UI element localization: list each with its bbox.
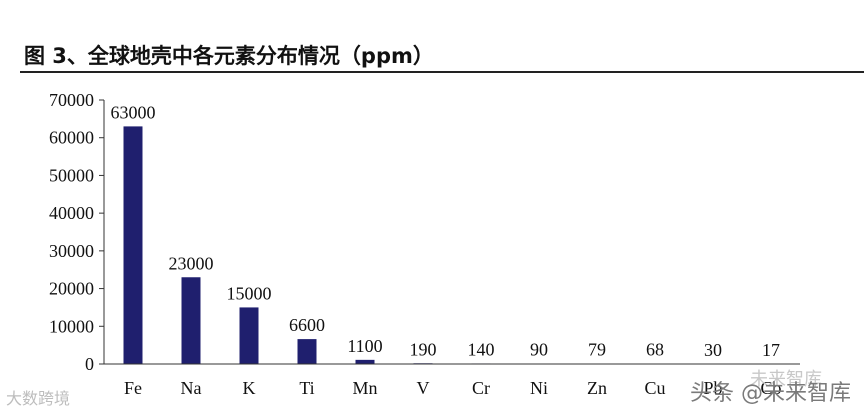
x-tick-label-fe: Fe	[124, 378, 142, 398]
data-label-zn: 79	[588, 340, 606, 360]
y-tick-label: 50000	[49, 165, 94, 185]
y-tick-label: 60000	[49, 128, 94, 148]
x-tick-label-mn: Mn	[352, 378, 377, 398]
x-tick-label-co: Co	[760, 378, 781, 398]
x-tick-label-cr: Cr	[472, 378, 490, 398]
watermark-left: 大数跨境	[6, 389, 71, 408]
data-label-ni: 90	[530, 340, 548, 360]
data-label-ti: 6600	[289, 315, 325, 335]
x-tick-label-na: Na	[181, 378, 202, 398]
x-tick-label-pb: Pb	[703, 378, 722, 398]
y-tick-label: 70000	[49, 90, 94, 110]
x-tick-label-v: V	[417, 378, 430, 398]
data-label-mn: 1100	[347, 336, 382, 356]
x-tick-label-zn: Zn	[587, 378, 607, 398]
data-label-cr: 140	[468, 339, 495, 359]
data-label-na: 23000	[169, 253, 214, 273]
data-label-co: 17	[762, 340, 780, 360]
watermark-right: 头条 @未来智库	[690, 381, 851, 406]
y-tick-label: 10000	[49, 316, 94, 336]
bar-k	[239, 307, 259, 364]
x-tick-label-cu: Cu	[644, 378, 665, 398]
figure-title: 图 3、全球地壳中各元素分布情况（ppm）	[24, 44, 434, 68]
y-axis-group: 0 10000 20000 30000 40000 50000 60000 70000	[49, 90, 105, 374]
y-tick-label: 40000	[49, 203, 94, 223]
bar-fe	[123, 126, 143, 365]
y-tick-label: 0	[85, 354, 94, 374]
data-label-pb: 30	[704, 340, 722, 360]
title-underline	[20, 71, 864, 73]
bars-group: 63000 23000 15000 6600 1100 190 140 90 79 68 30 17	[111, 102, 781, 365]
watermark-right-overlay: 未来智库	[750, 369, 822, 390]
data-label-v: 190	[410, 339, 437, 359]
y-tick-label: 20000	[49, 279, 94, 299]
x-tick-label-ti: Ti	[299, 378, 314, 398]
data-label-cu: 68	[646, 340, 664, 360]
bar-ti	[297, 339, 317, 364]
x-axis-group: Fe Na K Ti Mn V Cr Ni Zn Cu Pb Co	[104, 363, 800, 398]
y-tick-label: 30000	[49, 241, 94, 261]
data-label-k: 15000	[227, 283, 272, 303]
bar-na	[181, 277, 201, 364]
x-tick-label-k: K	[243, 378, 256, 398]
bar-mn	[355, 359, 375, 364]
data-label-fe: 63000	[111, 102, 156, 122]
x-tick-label-ni: Ni	[530, 378, 548, 398]
